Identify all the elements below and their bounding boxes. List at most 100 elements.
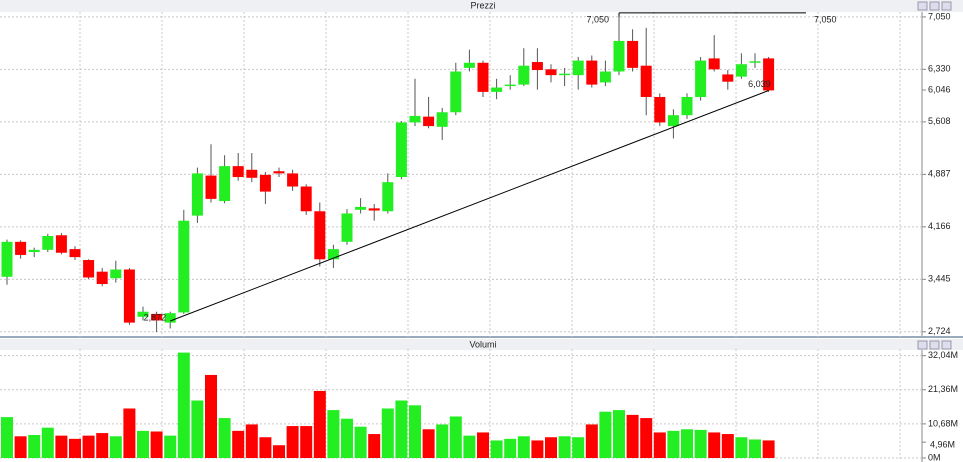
volume-bar	[109, 436, 122, 458]
close-button[interactable]	[941, 1, 952, 11]
volume-bar	[545, 437, 557, 458]
candle-body	[205, 175, 217, 199]
candle-body	[15, 241, 27, 255]
candle-body	[55, 235, 67, 253]
candle-body	[572, 60, 584, 76]
volume-bar	[381, 408, 394, 458]
candle-body	[300, 186, 312, 212]
volume-bar	[762, 440, 775, 458]
trendline	[170, 90, 769, 322]
volume-bar	[69, 438, 81, 458]
volume-bar	[735, 437, 748, 458]
candle-body	[110, 269, 122, 279]
volume-bar	[585, 424, 598, 458]
minimize-button[interactable]	[917, 1, 928, 11]
window-buttons[interactable]	[917, 1, 952, 11]
candle-body	[708, 58, 720, 70]
candle-body	[382, 182, 394, 212]
trendline-label: 6,039	[748, 79, 771, 89]
maximize-button[interactable]	[929, 340, 940, 350]
high-marker-label: 7,050	[814, 14, 837, 24]
candle-body	[355, 206, 367, 210]
candle-body	[667, 115, 679, 127]
volume-title: Volumi	[469, 339, 496, 349]
y-tick-label: 5,608	[928, 116, 951, 126]
candle-body	[763, 58, 775, 91]
volume-bar	[653, 432, 666, 458]
minimize-button[interactable]	[917, 340, 928, 350]
y-tick-label: 32,04M	[928, 350, 958, 360]
volume-bar	[96, 433, 109, 458]
candle-body	[327, 249, 339, 260]
candle-body	[96, 271, 108, 285]
y-tick-label: 3,445	[928, 274, 951, 284]
candle-body	[681, 96, 693, 116]
candle-body	[341, 213, 353, 242]
volume-bar	[504, 438, 517, 458]
candle-body	[42, 236, 54, 250]
y-tick-label: 10,68M	[928, 418, 958, 428]
volume-bar	[1, 417, 13, 458]
volume-bar	[41, 427, 54, 458]
volume-bar	[164, 435, 177, 458]
volume-bar	[28, 435, 41, 458]
candle-body	[627, 40, 639, 68]
volume-bar	[449, 416, 462, 458]
y-tick-label: 4,887	[928, 169, 951, 179]
volume-bar	[395, 400, 408, 458]
candle-body	[586, 60, 598, 85]
volume-bar	[613, 410, 625, 458]
candle-body	[151, 313, 163, 321]
volume-bar	[599, 411, 612, 458]
candle-body	[477, 62, 489, 92]
candle-body	[368, 208, 380, 211]
candle-body	[491, 87, 503, 92]
y-tick-label: 21,36M	[928, 384, 958, 394]
volume-bar	[273, 445, 285, 458]
y-tick-label: 6,330	[928, 64, 951, 74]
maximize-button[interactable]	[929, 1, 940, 11]
volume-bar	[259, 437, 272, 458]
candle-body	[599, 71, 611, 83]
volume-bar	[341, 418, 353, 458]
price-header	[0, 0, 963, 12]
candle-body	[28, 249, 40, 253]
close-button[interactable]	[941, 340, 952, 350]
candle-body	[450, 71, 462, 113]
candle-body	[314, 211, 326, 260]
volume-bar	[245, 424, 258, 458]
candle-body	[409, 115, 421, 123]
volume-bar	[517, 436, 530, 458]
window-buttons[interactable]	[917, 340, 952, 350]
volume-bar	[300, 426, 313, 458]
volume-bar	[531, 440, 544, 458]
candle-body	[259, 174, 271, 192]
candle-body	[504, 84, 516, 87]
candle-body	[654, 96, 666, 123]
candle-body	[395, 122, 407, 178]
last-volume-label: 4,96M	[930, 440, 955, 450]
candle-body	[545, 69, 557, 76]
candle-body	[191, 173, 203, 216]
y-tick-label: 2,724	[928, 326, 951, 336]
price-title: Prezzi	[470, 0, 495, 10]
volume-bar	[191, 400, 204, 458]
candle-body	[722, 74, 734, 82]
volume-bar	[477, 432, 489, 458]
y-tick-label: 4,166	[928, 221, 951, 231]
candle-body	[178, 220, 190, 313]
volume-bar	[177, 352, 190, 458]
candle-body	[436, 112, 448, 127]
candle-body	[695, 60, 707, 97]
volume-bar	[422, 429, 435, 458]
volume-bar	[354, 426, 367, 458]
candle-body	[123, 269, 135, 323]
volume-bar	[327, 410, 340, 458]
y-tick-label: 0M	[928, 452, 941, 462]
volume-header	[0, 339, 963, 350]
volume-bar	[667, 430, 680, 458]
candle-body	[749, 61, 761, 63]
candle-body	[531, 62, 543, 71]
candle-body	[735, 64, 747, 77]
